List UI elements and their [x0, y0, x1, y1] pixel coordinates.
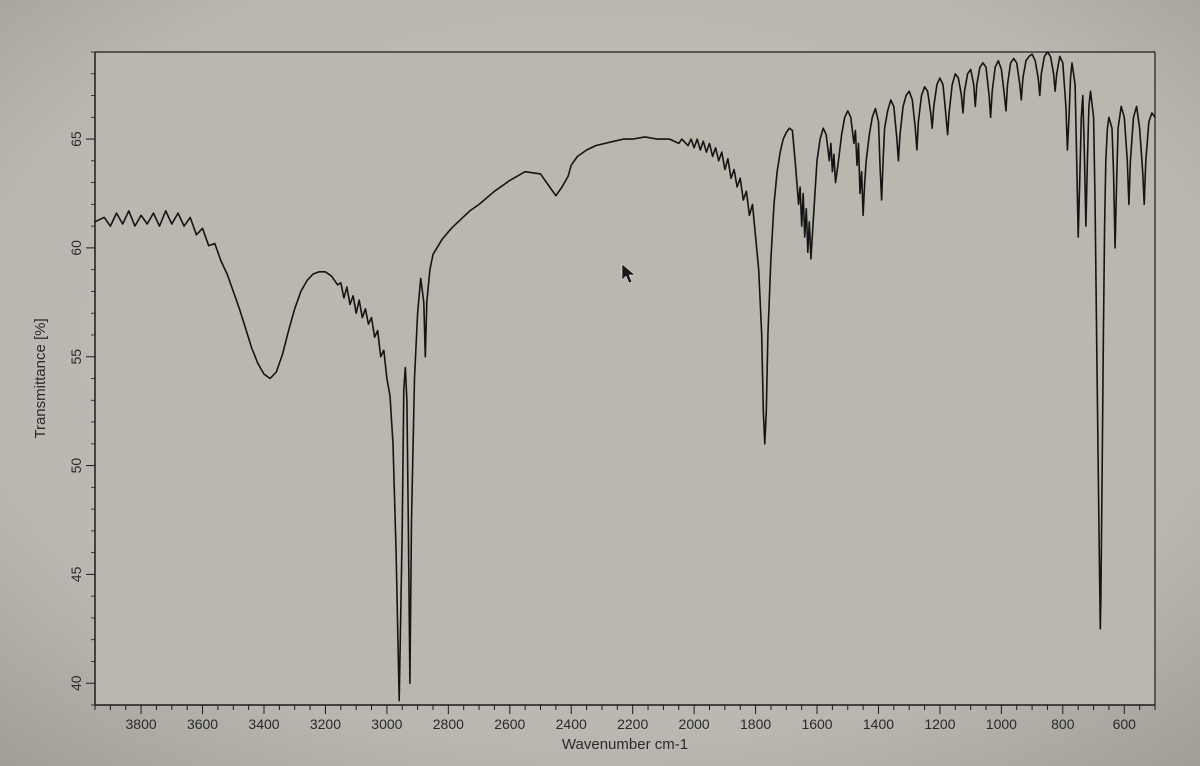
x-tick-label: 2400: [556, 716, 587, 732]
y-tick-label: 65: [68, 131, 84, 147]
x-tick-label: 3000: [371, 716, 402, 732]
x-tick-label: 1400: [863, 716, 894, 732]
x-tick-label: 2000: [679, 716, 710, 732]
x-tick-label: 1800: [740, 716, 771, 732]
x-tick-label: 2800: [433, 716, 464, 732]
x-tick-label: 2200: [617, 716, 648, 732]
y-tick-label: 60: [68, 240, 84, 256]
y-tick-label: 40: [68, 675, 84, 691]
x-tick-label: 1000: [986, 716, 1017, 732]
x-tick-label: 3400: [248, 716, 279, 732]
ir-spectrum-chart: 3800 3600 3400 3200 3000 2800 2600 2400 2200 2000…: [0, 0, 1200, 766]
x-axis-title: Wavenumber cm-1: [562, 736, 688, 753]
y-axis-title: Transmittance [%]: [32, 318, 49, 438]
x-tick-label: 1200: [924, 716, 955, 732]
y-tick-label: 55: [68, 349, 84, 365]
x-tick-label: 800: [1051, 716, 1075, 732]
chart-svg: 3800 3600 3400 3200 3000 2800 2600 2400 2200 2000…: [0, 0, 1200, 766]
x-tick-label: 3800: [126, 716, 157, 732]
x-tick-label: 2600: [494, 716, 525, 732]
x-tick-label: 1600: [801, 716, 832, 732]
y-tick-label: 50: [68, 458, 84, 474]
y-tick-label: 45: [68, 566, 84, 582]
x-tick-label: 600: [1113, 716, 1137, 732]
x-tick-label: 3200: [310, 716, 341, 732]
x-tick-label: 3600: [187, 716, 218, 732]
